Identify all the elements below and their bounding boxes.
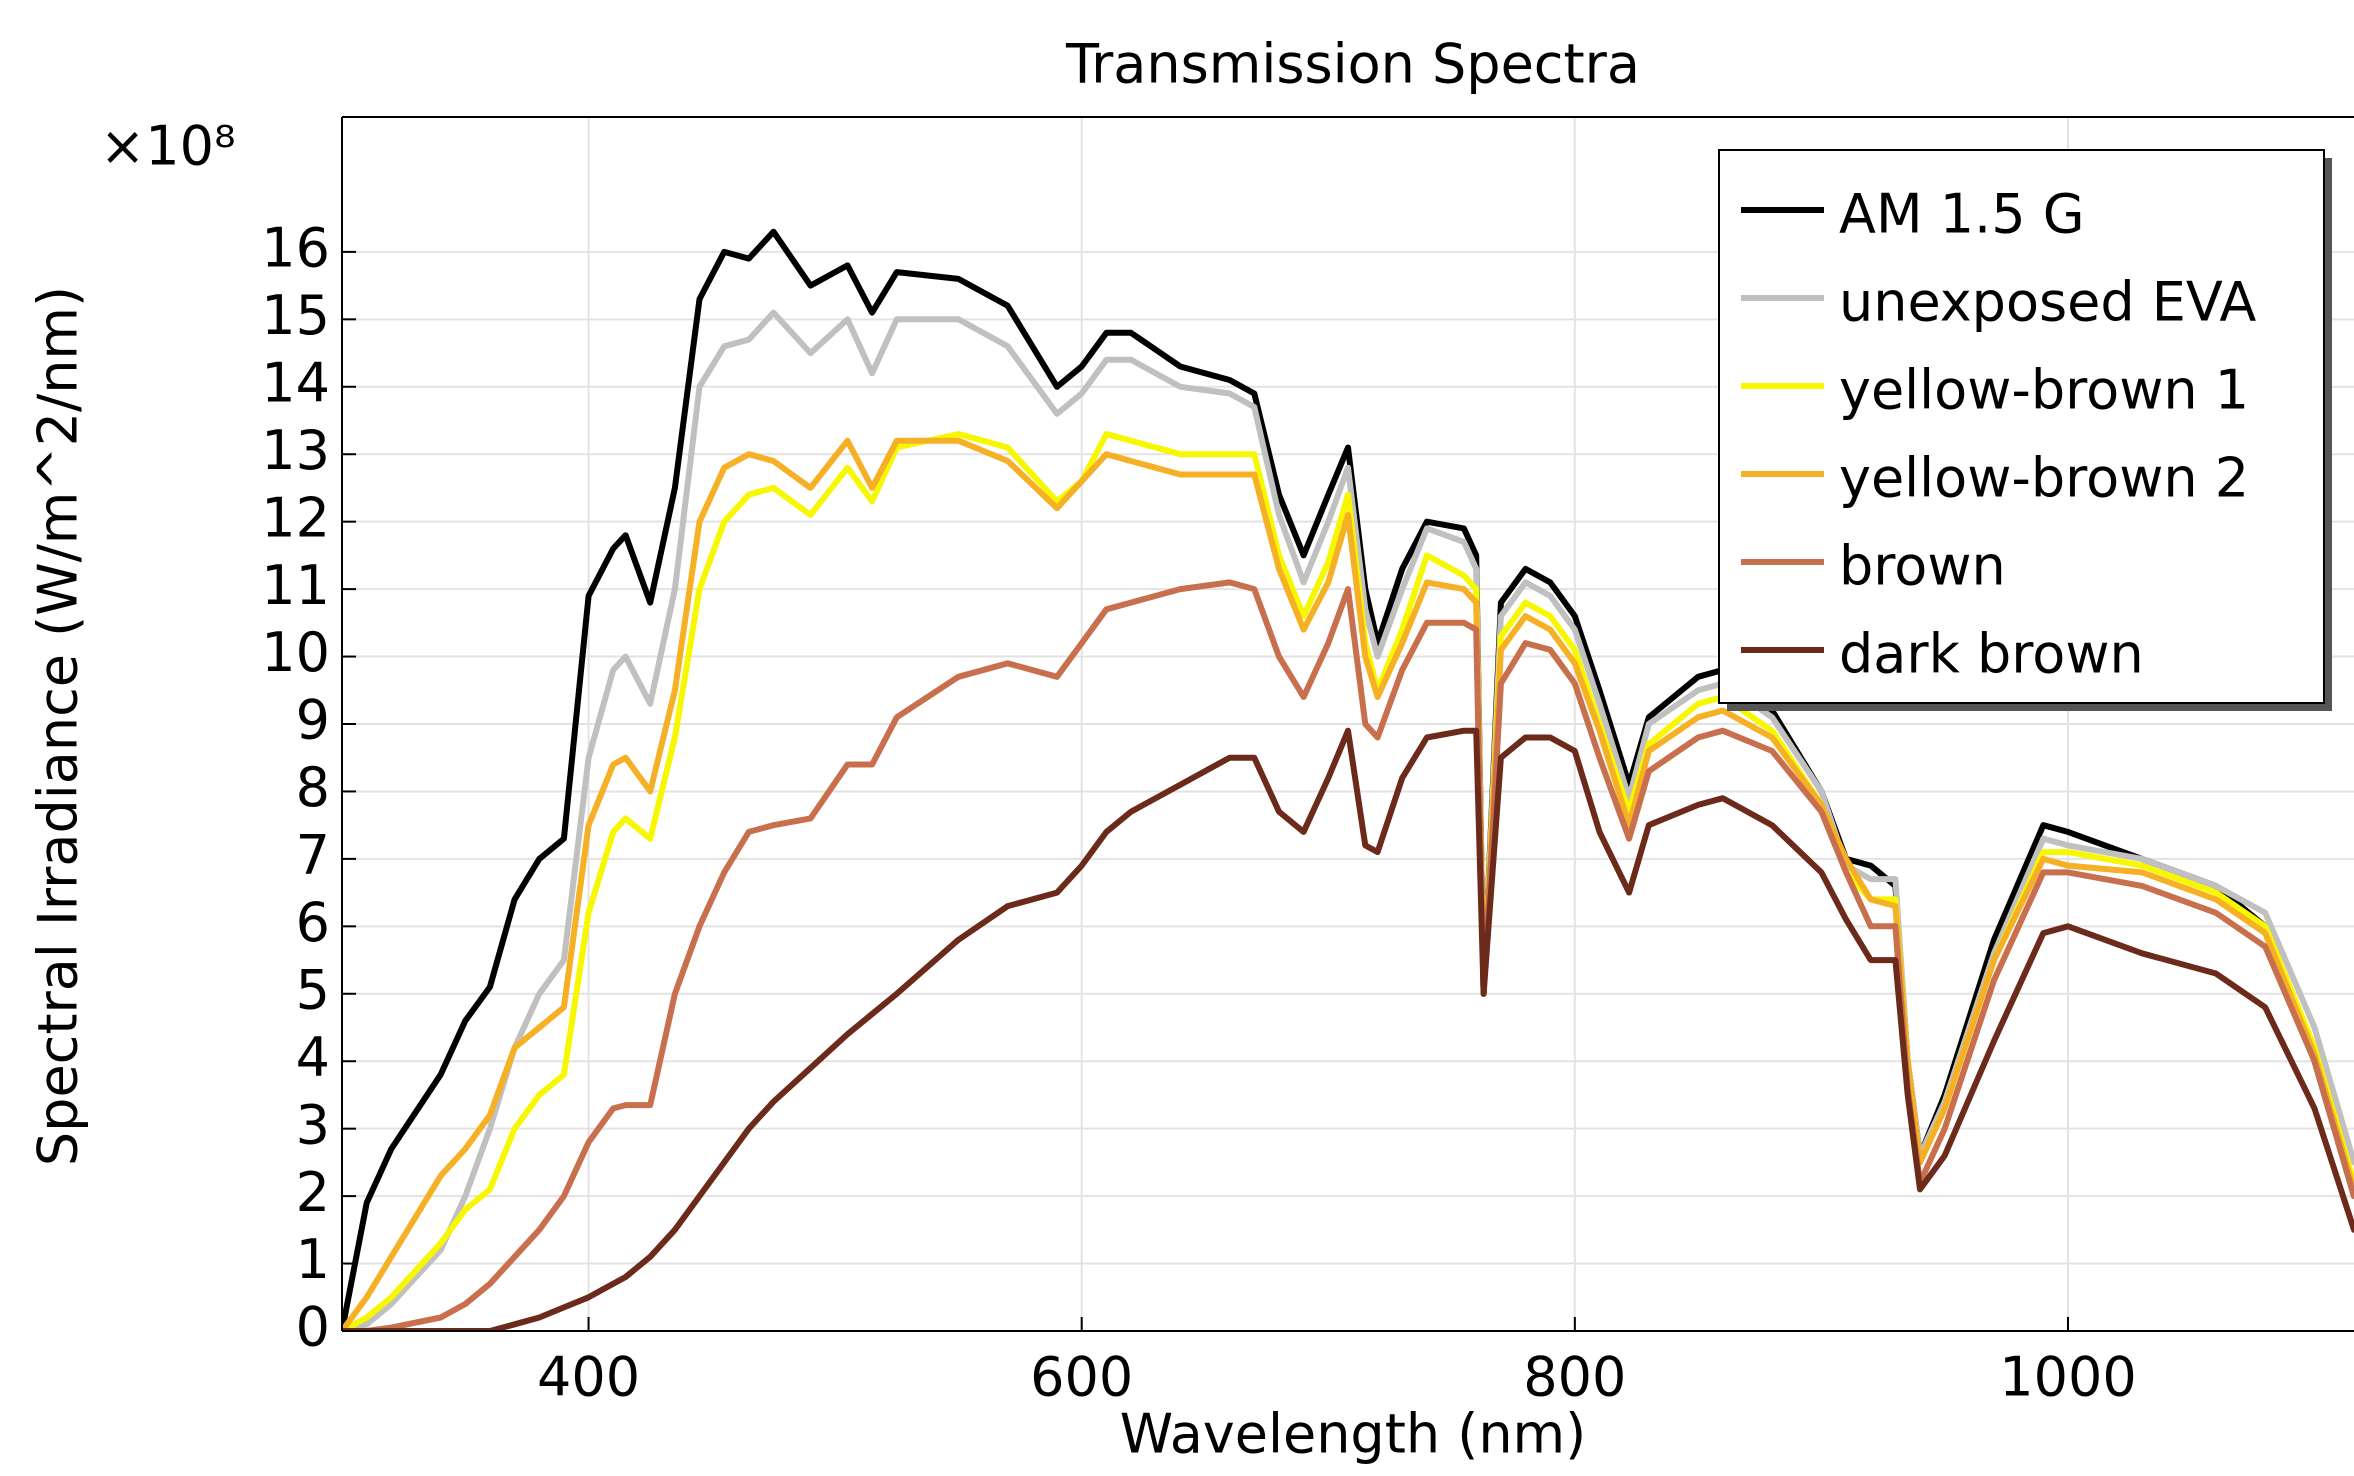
y-tick-label: 5 — [296, 958, 330, 1021]
x-axis-label: Wavelength (nm) — [1120, 1403, 1586, 1466]
legend-box — [1718, 149, 2325, 704]
y-tick-label: 13 — [261, 419, 330, 482]
y-multiplier: ×10⁸ — [100, 115, 236, 178]
y-axis-label: Spectral Irradiance (W/m^2/nm) — [27, 286, 90, 1166]
y-tick-label: 10 — [261, 621, 330, 684]
series-line — [342, 579, 2354, 1331]
y-tick-label: 14 — [261, 351, 330, 414]
x-tick-label: 1000 — [1999, 1346, 2136, 1409]
y-tick-label: 2 — [296, 1161, 330, 1224]
legend: AM 1.5 G unexposed EVA yellow-brown 1 yello… — [1718, 149, 2332, 711]
series-line — [342, 309, 2354, 1331]
y-tick-label: 7 — [296, 824, 330, 887]
legend-label: unexposed EVA — [1839, 271, 2256, 334]
chart-title: Transmission Spectra — [1065, 33, 1640, 96]
y-tick-label: 0 — [296, 1296, 330, 1359]
legend-label: yellow-brown 1 — [1839, 359, 2249, 422]
plot-lines — [342, 228, 2354, 1331]
y-tick-label: 11 — [261, 554, 330, 617]
legend-label: AM 1.5 G — [1839, 183, 2085, 246]
y-tick-label: 1 — [296, 1228, 330, 1291]
series-line — [342, 727, 2354, 1331]
legend-label: brown — [1839, 535, 2006, 598]
legend-label: yellow-brown 2 — [1839, 447, 2249, 510]
y-tick-label: 15 — [261, 284, 330, 347]
y-tick-label: 8 — [296, 756, 330, 819]
y-tick-label: 9 — [296, 689, 330, 752]
x-tick-label: 400 — [537, 1346, 640, 1409]
y-tick-label: 4 — [296, 1026, 330, 1089]
y-tick-label: 12 — [261, 486, 330, 549]
series-line — [342, 431, 2354, 1331]
legend-label: dark brown — [1839, 623, 2144, 686]
y-tick-label: 3 — [296, 1093, 330, 1156]
y-tick-label: 6 — [296, 891, 330, 954]
series-line — [342, 437, 2354, 1331]
x-tick-label: 600 — [1030, 1346, 1133, 1409]
y-tick-label: 16 — [261, 217, 330, 280]
x-tick-label: 800 — [1523, 1346, 1626, 1409]
